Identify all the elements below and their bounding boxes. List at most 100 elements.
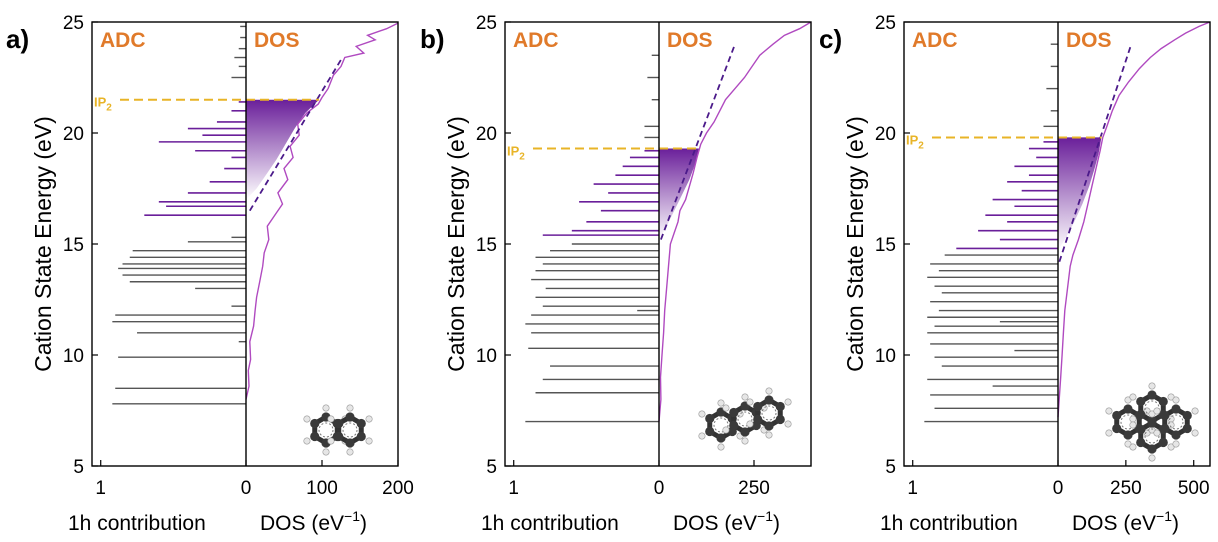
aromatic-ring <box>342 422 358 438</box>
carbon-atom <box>1147 418 1157 428</box>
adc-header: ADC <box>100 29 146 52</box>
molecule-icon-naphthalene <box>303 404 373 456</box>
carbon-atom <box>1160 423 1170 434</box>
dos-x-tick-label: 0 <box>654 478 665 499</box>
x-label-left: 1h contribution <box>880 512 1018 535</box>
x-label-right: DOS (eV−1) <box>260 508 367 535</box>
y-axis-label: Cation State Energy (eV) <box>443 116 469 372</box>
hydrogen-atom <box>784 398 792 406</box>
hydrogen-atom <box>1129 421 1137 429</box>
hydrogen-atom <box>1129 415 1137 423</box>
carbon-atom <box>1123 404 1133 414</box>
hydrogen-atom <box>1153 407 1161 415</box>
carbon-atom <box>345 412 355 422</box>
carbon-atom <box>1147 390 1157 400</box>
carbon-atom <box>334 418 344 429</box>
carbon-atom <box>1136 424 1146 435</box>
carbon-atom <box>1158 396 1168 407</box>
y-tick-label: 20 <box>63 124 84 145</box>
ip-subscript: 2 <box>519 152 525 163</box>
carbon-atom <box>1171 430 1181 440</box>
carbon-atom <box>705 426 715 437</box>
carbon-atom <box>775 414 785 425</box>
hydrogen-atom <box>746 398 754 406</box>
dos-x-tick-label: 0 <box>241 478 252 499</box>
hydrogen-atom <box>746 420 754 428</box>
dos-x-tick-label: 200 <box>382 478 414 499</box>
ip-label: IP2 <box>507 144 525 163</box>
x-label-superscript: −1 <box>1156 508 1172 524</box>
panel-label: b) <box>420 24 445 54</box>
hydrogen-atom <box>303 415 311 423</box>
x-label-superscript: −1 <box>757 508 773 524</box>
carbon-atom <box>729 420 739 431</box>
y-tick-label: 5 <box>73 457 84 478</box>
aromatic-ring <box>1144 428 1160 444</box>
hydrogen-atom <box>1105 407 1113 415</box>
hydrogen-atom <box>1148 382 1156 390</box>
aromatic-ring <box>737 411 753 427</box>
ip-subscript: 2 <box>106 103 112 114</box>
dos-x-tick-label: 0 <box>1053 478 1064 499</box>
hydrogen-atom <box>717 399 725 407</box>
hydrogen-atom <box>722 404 730 412</box>
carbon-atom <box>1136 437 1146 448</box>
x-label-right: DOS (eV−1) <box>1072 508 1179 535</box>
hydrogen-atom <box>722 426 730 434</box>
x-label-left: 1h contribution <box>68 512 206 535</box>
adc-header: ADC <box>912 29 958 52</box>
carbon-atom <box>1182 423 1192 434</box>
dos-curve <box>1057 21 1211 418</box>
hydrogen-atom <box>322 448 330 456</box>
hydrogen-atom <box>1172 440 1180 448</box>
y-tick-label: 15 <box>476 235 497 256</box>
y-tick-label: 25 <box>476 13 497 34</box>
ip-label: IP2 <box>94 95 112 114</box>
carbon-atom <box>1158 437 1168 448</box>
hydrogen-atom <box>327 437 335 445</box>
ip-label: IP2 <box>906 132 924 151</box>
carbon-atom <box>356 418 366 429</box>
hydrogen-atom <box>698 410 706 418</box>
adc-x-tick-label: 1 <box>95 478 106 499</box>
dos-header: DOS <box>254 29 300 52</box>
carbon-atom <box>1182 410 1192 421</box>
y-axis-label: Cation State Energy (eV) <box>842 116 868 372</box>
adc-header: ADC <box>513 29 559 52</box>
aromatic-ring <box>1168 414 1184 430</box>
molecule-icon-pyrene <box>1105 382 1199 462</box>
y-tick-label: 5 <box>486 457 497 478</box>
carbon-atom <box>753 414 763 425</box>
hydrogen-atom <box>765 387 773 395</box>
hydrogen-atom <box>322 404 330 412</box>
dos-x-tick-label: 250 <box>1110 478 1142 499</box>
panel-label: a) <box>6 24 29 54</box>
aromatic-ring <box>1120 414 1136 430</box>
hydrogen-atom <box>1148 454 1156 462</box>
dos-header: DOS <box>1066 29 1112 52</box>
adc-x-tick-label: 1 <box>508 478 519 499</box>
carbon-atom <box>356 431 366 442</box>
hydrogen-atom <box>741 393 749 401</box>
y-tick-label: 10 <box>476 346 497 367</box>
carbon-atom <box>1147 444 1157 454</box>
y-tick-label: 10 <box>63 346 84 367</box>
aromatic-ring <box>761 405 777 421</box>
hydrogen-atom <box>1191 407 1199 415</box>
carbon-atom <box>764 421 774 431</box>
hydrogen-atom <box>765 431 773 439</box>
dos-x-tick-label: 250 <box>738 478 770 499</box>
carbon-atom <box>345 438 355 448</box>
dos-x-tick-label: 500 <box>1178 478 1210 499</box>
y-tick-label: 15 <box>875 235 896 256</box>
x-label-left: 1h contribution <box>481 512 619 535</box>
carbon-atom <box>775 401 785 412</box>
carbon-atom <box>310 418 320 429</box>
y-tick-label: 15 <box>63 235 84 256</box>
hydrogen-atom <box>303 437 311 445</box>
carbon-atom <box>1136 409 1146 420</box>
hydrogen-atom <box>1129 393 1137 401</box>
carbon-atom <box>1160 410 1170 421</box>
